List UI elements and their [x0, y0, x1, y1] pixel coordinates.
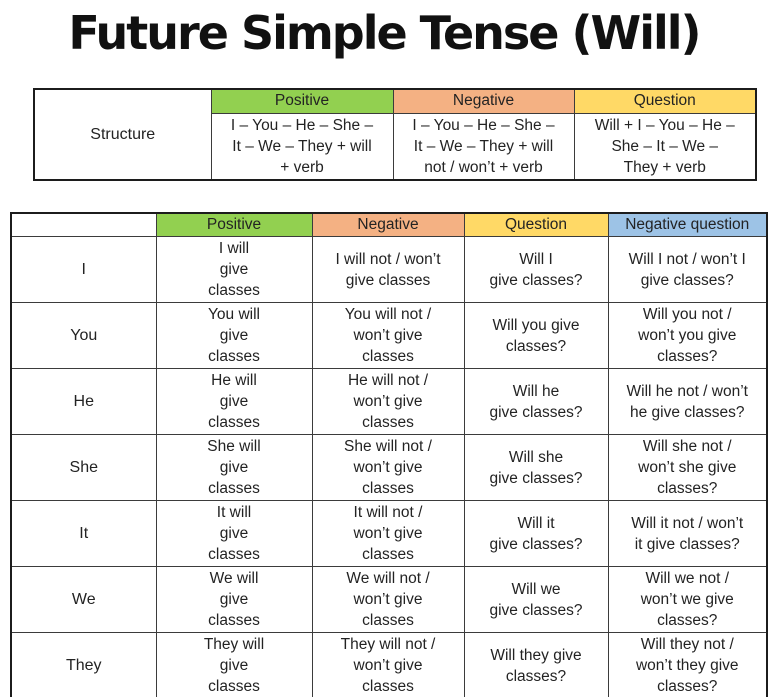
- column-header-negative: Negative: [311, 212, 465, 237]
- cell-positive: It will give classes: [155, 500, 313, 567]
- cell-negative: She will not / won’t give classes: [311, 434, 465, 501]
- cell-question: Will she give classes?: [463, 434, 609, 501]
- cell-question: Will you give classes?: [463, 302, 609, 369]
- cell-negative-question: Will it not / won’t it give classes?: [607, 500, 768, 567]
- blank-header-cell: [10, 212, 157, 237]
- cell-negative: You will not / won’t give classes: [311, 302, 465, 369]
- cell-negative: He will not / won’t give classes: [311, 368, 465, 435]
- cell-question: Will I give classes?: [463, 236, 609, 303]
- column-header-question: Question: [463, 212, 609, 237]
- cell-positive: She will give classes: [155, 434, 313, 501]
- cell-negative-question: Will you not / won’t you give classes?: [607, 302, 768, 369]
- pronoun-cell: He: [10, 368, 157, 435]
- cell-positive: He will give classes: [155, 368, 313, 435]
- structure-header-positive: Positive: [210, 88, 394, 114]
- table-row-we: We We will give classes We will not / wo…: [10, 566, 768, 633]
- cell-negative-question: Will she not / won’t she give classes?: [607, 434, 768, 501]
- structure-header-question: Question: [573, 88, 757, 114]
- cell-positive: I will give classes: [155, 236, 313, 303]
- cell-negative-question: Will they not / won’t they give classes?: [607, 632, 768, 697]
- table-row-it: It It will give classes It will not / wo…: [10, 500, 768, 567]
- cell-negative: We will not / won’t give classes: [311, 566, 465, 633]
- cell-negative-question: Will I not / won’t I give classes?: [607, 236, 768, 303]
- structure-header-negative: Negative: [392, 88, 575, 114]
- structure-cell-negative: I – You – He – She – It – We – They + wi…: [392, 112, 575, 180]
- cell-negative: I will not / won’t give classes: [311, 236, 465, 303]
- cell-negative-question: Will he not / won’t he give classes?: [607, 368, 768, 435]
- cell-positive: We will give classes: [155, 566, 313, 633]
- structure-row-label: Structure: [33, 88, 212, 180]
- conjugation-table: Positive Negative Question Negative ques…: [10, 212, 768, 697]
- pronoun-cell: She: [10, 434, 157, 501]
- pronoun-cell: It: [10, 500, 157, 567]
- table-row-he: He He will give classes He will not / wo…: [10, 368, 768, 435]
- table-row-she: She She will give classes She will not /…: [10, 434, 768, 501]
- structure-cell-question: Will + I – You – He – She – It – We – Th…: [573, 112, 757, 180]
- pronoun-cell: We: [10, 566, 157, 633]
- cell-question: Will it give classes?: [463, 500, 609, 567]
- column-header-positive: Positive: [155, 212, 313, 237]
- cell-question: Will he give classes?: [463, 368, 609, 435]
- pronoun-cell: You: [10, 302, 157, 369]
- cell-negative-question: Will we not / won’t we give classes?: [607, 566, 768, 633]
- cell-negative: They will not / won’t give classes: [311, 632, 465, 697]
- cell-positive: They will give classes: [155, 632, 313, 697]
- cell-question: Will they give classes?: [463, 632, 609, 697]
- cell-positive: You will give classes: [155, 302, 313, 369]
- structure-cell-positive: I – You – He – She – It – We – They + wi…: [210, 112, 394, 180]
- column-header-negative-question: Negative question: [607, 212, 768, 237]
- table-row-they: They They will give classes They will no…: [10, 632, 768, 697]
- pronoun-cell: They: [10, 632, 157, 697]
- table-row-you: You You will give classes You will not /…: [10, 302, 768, 369]
- table-row-i: I I will give classes I will not / won’t…: [10, 236, 768, 303]
- cell-question: Will we give classes?: [463, 566, 609, 633]
- pronoun-cell: I: [10, 236, 157, 303]
- cell-negative: It will not / won’t give classes: [311, 500, 465, 567]
- structure-table: Structure Positive Negative Question I –…: [33, 88, 757, 181]
- page-title: Future Simple Tense (Will): [68, 6, 701, 60]
